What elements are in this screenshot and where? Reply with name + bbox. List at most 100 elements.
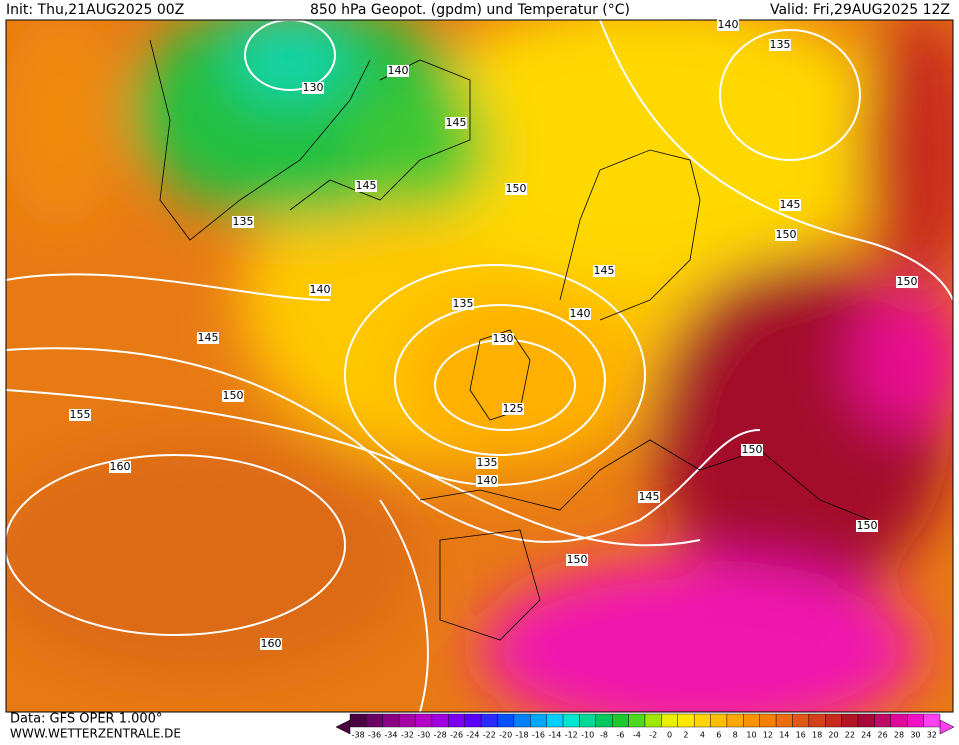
colorbar-swatch <box>808 713 826 728</box>
colorbar-swatch <box>562 713 580 728</box>
colorbar-swatch <box>513 713 531 728</box>
colorbar-swatch <box>726 713 744 728</box>
contour-label: 145 <box>639 490 660 503</box>
contour-label: 130 <box>493 332 514 345</box>
colorbar-swatch <box>644 713 662 728</box>
contour-label: 150 <box>567 553 588 566</box>
colorbar-label: 6 <box>716 731 721 740</box>
colorbar-swatch <box>759 713 777 728</box>
colorbar-swatch <box>595 713 613 728</box>
colorbar-label: -4 <box>633 731 641 740</box>
contour-label-box <box>109 461 131 473</box>
colorbar-label: 26 <box>878 731 888 740</box>
contour-label: 140 <box>570 307 591 320</box>
contour-label-box <box>569 308 591 320</box>
contour-label-box <box>896 276 918 288</box>
colorbar-label: -22 <box>483 731 496 740</box>
colorbar-label: 30 <box>910 731 920 740</box>
colorbar-label: -32 <box>401 731 414 740</box>
colorbar-swatch <box>661 713 678 728</box>
contour-label: 145 <box>594 264 615 277</box>
valid-time: Valid: Fri,29AUG2025 12Z <box>770 2 950 18</box>
colorbar-swatch <box>464 713 482 728</box>
colorbar-label: -38 <box>352 731 365 740</box>
contour-label-box <box>445 117 467 129</box>
contour-label-box <box>232 216 254 228</box>
colorbar-label: -18 <box>516 731 529 740</box>
colorbar-label: 2 <box>683 731 688 740</box>
colorbar-swatch <box>841 713 859 728</box>
map-title: 850 hPa Geopot. (gpdm) und Temperatur (°… <box>310 2 630 18</box>
contour-label: 150 <box>223 389 244 402</box>
colorbar-label: -30 <box>417 731 430 740</box>
contour-label-box <box>775 229 797 241</box>
colorbar-swatch <box>677 713 695 728</box>
colorbar-label: -34 <box>384 731 397 740</box>
colorbar-swatch <box>825 713 842 728</box>
colorbar-swatch <box>448 713 465 728</box>
coastlines <box>149 39 871 641</box>
colorbar-label: 28 <box>894 731 904 740</box>
contour-label: 145 <box>356 179 377 192</box>
contour-label: 160 <box>261 637 282 650</box>
site-name: WWW.WETTERZENTRALE.DE <box>10 727 181 741</box>
colorbar-swatch <box>890 713 908 728</box>
contour-label: 125 <box>503 402 524 415</box>
contour-label: 140 <box>310 283 331 296</box>
geopotential-contours <box>6 20 953 712</box>
map-frame <box>5 19 954 713</box>
contour-label: 145 <box>446 116 467 129</box>
contour-label-box <box>260 638 282 650</box>
contour-label-box <box>856 520 878 532</box>
colorbar-label: 32 <box>927 731 937 740</box>
colorbar-swatch <box>398 713 416 728</box>
contour-label-box <box>593 265 615 277</box>
data-source: Data: GFS OPER 1.000° <box>10 712 162 727</box>
colorbar-label: -6 <box>616 731 624 740</box>
colorbar-label: -24 <box>466 731 479 740</box>
contour-label-box <box>741 444 763 456</box>
colorbar-swatch <box>480 713 498 728</box>
colorbar-swatch <box>628 713 646 728</box>
colorbar-swatch <box>497 713 515 728</box>
contour-label: 150 <box>506 182 527 195</box>
colorbar-label: 4 <box>700 731 705 740</box>
colorbar-label: 18 <box>812 731 822 740</box>
contour-label-box <box>452 298 474 310</box>
contour-label: 150 <box>742 443 763 456</box>
contour-label-box <box>309 284 331 296</box>
colorbar-swatch <box>743 713 760 728</box>
colorbar-label: 10 <box>746 731 756 740</box>
contour-label: 140 <box>477 474 498 487</box>
contour-label-box <box>779 199 801 211</box>
colorbar-swatch <box>415 713 433 728</box>
contour-label: 135 <box>233 215 254 228</box>
init-time: Init: Thu,21AUG2025 00Z <box>6 2 184 18</box>
colorbar-swatch <box>612 713 629 728</box>
contour-label-box <box>492 333 514 345</box>
colorbar-swatch <box>579 713 597 728</box>
colorbar-label: -28 <box>434 731 447 740</box>
colorbar-swatch <box>530 713 547 728</box>
contour-label-box <box>222 390 244 402</box>
colorbar-label: 12 <box>763 731 773 740</box>
colorbar-swatch <box>349 713 367 728</box>
contour-label-box <box>69 409 91 421</box>
contour-label: 145 <box>780 198 801 211</box>
contour-label-box <box>502 403 524 415</box>
contour-label: 130 <box>303 81 324 94</box>
colorbar-swatch <box>366 713 383 728</box>
colorbar-label: -2 <box>649 731 657 740</box>
contour-label-box <box>476 457 498 469</box>
colorbar-swatch <box>710 713 728 728</box>
contour-label-box <box>302 82 324 94</box>
contour-label-box <box>717 19 739 31</box>
contour-label: 150 <box>897 275 918 288</box>
contour-label: 155 <box>70 408 91 421</box>
colorbar-swatch <box>546 713 564 728</box>
colorbar-swatch <box>431 713 449 728</box>
colorbar-label: -12 <box>565 731 578 740</box>
